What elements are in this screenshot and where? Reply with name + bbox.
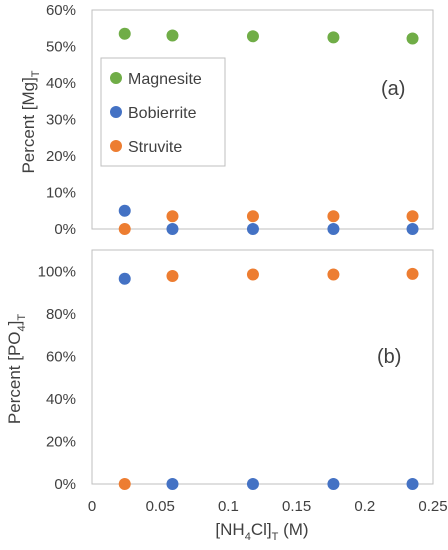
panel-b-ylabel-end: ]: [5, 321, 24, 326]
xlabel-sub2: T: [272, 531, 279, 543]
x-tick-label: 0.2: [354, 498, 375, 515]
panel-a-ylabel-sub: T: [30, 70, 42, 77]
panel-a-y-tick-label: 10%: [46, 185, 76, 202]
panel-b-point-series-1: [246, 268, 259, 281]
xlabel-end: (M): [278, 520, 308, 539]
panel-a-point-series-0: [246, 30, 259, 43]
legend-label-magnesite: Magnesite: [128, 71, 202, 88]
panel-b-y-tick-label: 40%: [46, 391, 76, 408]
legend-label-bobierrite: Bobierrite: [128, 105, 197, 122]
panel-a-y-tick-label: 30%: [46, 112, 76, 129]
legend-label-struvite: Struvite: [128, 139, 182, 156]
xlabel-sub: 4: [245, 531, 251, 543]
panel-b-y-axis-label: Percent [PO4]T: [5, 314, 28, 424]
panel-b-point-series-0: [118, 272, 131, 285]
panel-a-point-series-1: [246, 223, 259, 235]
panel-a-ylabel-main: Percent [Mg]: [19, 77, 38, 173]
panel-b-y-tick-label: 80%: [46, 306, 76, 323]
panel-a-point-series-0: [166, 29, 179, 42]
panel-b-point-series-1: [327, 268, 340, 281]
panel-a-y-tick-label: 0%: [54, 221, 76, 238]
panel-b-point-series-1: [118, 478, 131, 490]
panel-a-label: (a): [381, 78, 405, 100]
panel-a-point-series-1: [406, 223, 419, 235]
x-axis-ticks: 0 0.05 0.1 0.15 0.2 0.25: [88, 498, 448, 515]
panel-b-y-tick-label: 20%: [46, 433, 76, 450]
panel-b-point-series-1: [166, 269, 179, 282]
panel-b-points: [118, 267, 419, 490]
legend-marker-struvite: [110, 140, 122, 152]
panel-b-ylabel-sub: 4: [16, 325, 28, 331]
panel-a: 0% 10% 20% 30% 40% 50% 60% Percent [Mg]T (a) M…: [19, 2, 434, 238]
panel-a-points: [118, 27, 419, 235]
panel-a-y-tick-label: 60%: [46, 2, 76, 19]
panel-b-y-tick-label: 100%: [38, 263, 76, 280]
legend-marker-magnesite: [110, 72, 122, 84]
panel-a-point-series-0: [406, 32, 419, 45]
x-tick-label: 0.05: [146, 498, 175, 515]
panel-a-point-series-0: [118, 27, 131, 40]
xlabel-mid: Cl]: [251, 520, 272, 539]
panel-b-plot-area: [91, 249, 434, 485]
panel-a-point-series-0: [327, 31, 340, 44]
xlabel-main: [NH: [215, 520, 244, 539]
panel-b-y-ticks: 0% 20% 40% 60% 80% 100%: [38, 263, 76, 493]
panel-b: 0% 20% 40% 60% 80% 100% 0 0.05 0.1 0.15 0.2 0.25 P…: [5, 249, 448, 543]
panel-a-point-series-1: [118, 204, 131, 217]
panel-b-point-series-0: [166, 478, 179, 490]
panel-a-point-series-1: [166, 223, 179, 235]
panel-a-point-series-2: [118, 223, 131, 235]
legend: Magnesite Bobierrite Struvite: [100, 57, 226, 167]
x-axis-label: [NH4Cl]T (M): [215, 520, 308, 543]
panel-b-label: (b): [377, 346, 401, 368]
panel-b-y-tick-label: 60%: [46, 348, 76, 365]
x-tick-label: 0.15: [282, 498, 311, 515]
panel-a-point-series-2: [246, 210, 259, 223]
x-tick-label: 0.1: [218, 498, 239, 515]
panel-a-y-tick-label: 50%: [46, 39, 76, 56]
panel-b-point-series-0: [327, 478, 340, 490]
panel-a-plot-area: [91, 9, 434, 230]
panel-b-y-tick-label: 0%: [54, 476, 76, 493]
panel-a-y-tick-label: 40%: [46, 75, 76, 92]
panel-a-point-series-1: [327, 223, 340, 235]
panel-a-y-tick-label: 20%: [46, 148, 76, 165]
panel-b-point-series-1: [406, 267, 419, 280]
panel-a-point-series-2: [166, 210, 179, 223]
legend-marker-bobierrite: [110, 106, 122, 118]
x-tick-label: 0: [88, 498, 96, 515]
panel-b-ylabel-main: Percent [PO: [5, 331, 24, 424]
panel-a-y-axis-label: Percent [Mg]T: [19, 70, 42, 173]
x-tick-label: 0.25: [418, 498, 447, 515]
panel-a-point-series-2: [406, 210, 419, 223]
panel-b-point-series-0: [406, 478, 419, 490]
panel-a-y-ticks: 0% 10% 20% 30% 40% 50% 60%: [46, 2, 76, 238]
panel-b-ylabel-sub2: T: [16, 314, 28, 321]
panel-a-point-series-2: [327, 210, 340, 223]
panel-b-point-series-0: [246, 478, 259, 490]
